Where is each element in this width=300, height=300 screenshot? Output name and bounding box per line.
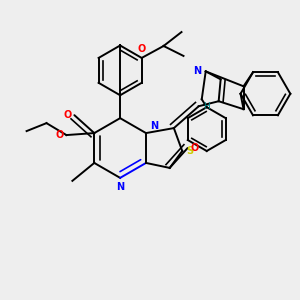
Text: O: O [55,130,63,140]
Text: S: S [186,146,193,156]
Text: N: N [116,182,124,192]
Text: O: O [138,44,146,54]
Text: N: N [150,121,158,131]
Text: H: H [203,102,209,111]
Text: O: O [190,143,199,153]
Text: N: N [194,66,202,76]
Text: O: O [63,110,71,120]
